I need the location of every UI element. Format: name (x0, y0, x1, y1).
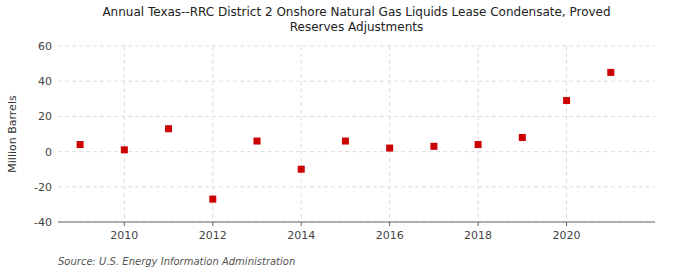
grid-line-y (58, 186, 655, 187)
grid (58, 46, 655, 222)
x-tick-label: 2014 (287, 229, 315, 242)
y-tick-label: -40 (34, 216, 52, 229)
point (298, 166, 305, 173)
x-tick (124, 222, 125, 226)
title: Annual Texas--RRC District 2 Onshore Nat… (102, 5, 610, 34)
grid-line-x (301, 46, 302, 222)
x-axis-line (58, 222, 655, 223)
x-tick-label: 2020 (553, 229, 581, 242)
y-axis-label: Million Barrels (6, 95, 19, 173)
grid-line-y (58, 81, 655, 82)
point (165, 125, 172, 132)
point (342, 138, 349, 145)
grid-line-y (58, 46, 655, 47)
point (254, 138, 261, 145)
grid-line-x (389, 46, 390, 222)
y-tick-label: 40 (38, 75, 52, 88)
point (519, 134, 526, 141)
x-tick (389, 222, 390, 226)
x-tick (478, 222, 479, 226)
title-line: Annual Texas--RRC District 2 Onshore Nat… (102, 5, 610, 19)
grid-line-x (478, 46, 479, 222)
y-tick-label: -20 (34, 181, 52, 194)
x-tick (212, 222, 213, 226)
y-tick-label: 0 (45, 146, 52, 159)
grid-line-x (124, 46, 125, 222)
chart: Annual Texas--RRC District 2 Onshore Nat… (0, 0, 675, 275)
point (607, 69, 614, 76)
x-tick (301, 222, 302, 226)
point (77, 141, 84, 148)
point (563, 97, 570, 104)
source: Source: U.S. Energy Information Administ… (58, 256, 295, 267)
x-tick-label: 2010 (110, 229, 138, 242)
y-tick-label: 60 (38, 40, 52, 53)
grid-line-y (58, 222, 655, 223)
x-tick-label: 2018 (464, 229, 492, 242)
grid-line-x (566, 46, 567, 222)
points (77, 69, 615, 203)
point (475, 141, 482, 148)
title-line: Reserves Adjustments (290, 20, 423, 34)
point (209, 196, 216, 203)
point (121, 146, 128, 153)
point (430, 143, 437, 150)
grid-line-y (58, 116, 655, 117)
x-tick (566, 222, 567, 226)
x-tick-label: 2016 (376, 229, 404, 242)
grid-line-y (58, 151, 655, 152)
y-tick-label: 20 (38, 110, 52, 123)
x-tick-label: 2012 (199, 229, 227, 242)
point (386, 145, 393, 152)
grid-line-x (212, 46, 213, 222)
